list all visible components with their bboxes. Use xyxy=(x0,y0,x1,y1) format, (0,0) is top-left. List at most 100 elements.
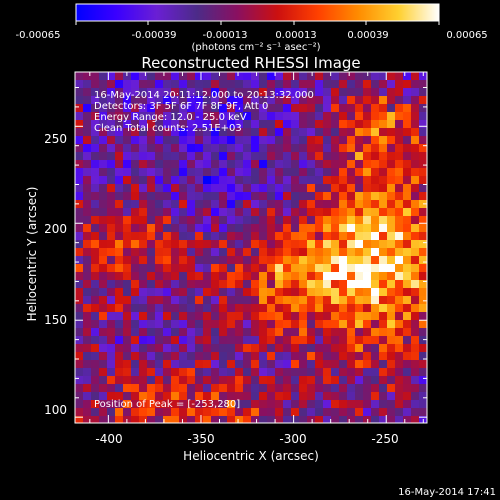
heatmap-cell xyxy=(307,112,316,121)
heatmap-cell xyxy=(171,184,180,193)
heatmap-cell xyxy=(379,120,388,129)
heatmap-cell xyxy=(187,336,196,345)
heatmap-cell xyxy=(155,176,164,185)
heatmap-cell xyxy=(251,184,260,193)
heatmap-cell xyxy=(291,296,300,305)
heatmap-cell xyxy=(387,368,396,377)
heatmap-cell xyxy=(323,192,332,201)
heatmap-cell xyxy=(187,200,196,209)
heatmap-cell xyxy=(331,200,340,209)
heatmap-cell xyxy=(211,232,220,241)
heatmap-cell xyxy=(363,96,372,105)
heatmap-cell xyxy=(411,192,420,201)
colorbar-tick-label-3: 0.00013 xyxy=(275,30,316,41)
heatmap-cell xyxy=(259,248,268,257)
heatmap-cell xyxy=(91,264,100,273)
heatmap-cell xyxy=(259,384,268,393)
heatmap-cell xyxy=(107,216,116,225)
heatmap-cell xyxy=(219,304,228,313)
heatmap-cell xyxy=(291,136,300,145)
heatmap-cell xyxy=(75,344,84,353)
heatmap-cell xyxy=(331,400,340,409)
heatmap-cell xyxy=(419,128,427,137)
heatmap-cell xyxy=(251,336,260,345)
heatmap-cell xyxy=(179,416,188,423)
heatmap-cell xyxy=(227,272,236,281)
heatmap-cell xyxy=(307,136,316,145)
heatmap-cell xyxy=(339,264,348,273)
heatmap-cell xyxy=(251,280,260,289)
heatmap-cell xyxy=(235,296,244,305)
heatmap-cell xyxy=(139,208,148,217)
heatmap-cell xyxy=(75,320,84,329)
heatmap-cell xyxy=(235,360,244,369)
heatmap-cell xyxy=(163,248,172,257)
heatmap-cell xyxy=(347,264,356,273)
heatmap-cell xyxy=(387,256,396,265)
heatmap-cell xyxy=(387,232,396,241)
heatmap-cell xyxy=(187,72,196,81)
heatmap-cell xyxy=(403,360,412,369)
heatmap-cell xyxy=(179,136,188,145)
heatmap-cell xyxy=(259,136,268,145)
heatmap-cell xyxy=(371,280,380,289)
heatmap-cell xyxy=(419,160,427,169)
heatmap-cell xyxy=(187,128,196,137)
heatmap-cell xyxy=(347,80,356,89)
heatmap-cell xyxy=(115,320,124,329)
heatmap-cell xyxy=(419,344,427,353)
heatmap-cell xyxy=(387,352,396,361)
heatmap-cell xyxy=(147,408,156,417)
heatmap-cell xyxy=(387,72,396,81)
heatmap-cell xyxy=(291,192,300,201)
heatmap-cell xyxy=(243,144,252,153)
heatmap-cell xyxy=(123,112,132,121)
heatmap-cell xyxy=(403,312,412,321)
heatmap-cell xyxy=(331,272,340,281)
heatmap-cell xyxy=(355,216,364,225)
heatmap-cell xyxy=(195,248,204,257)
heatmap-cell xyxy=(275,312,284,321)
heatmap-cell xyxy=(339,72,348,81)
heatmap-cell xyxy=(131,280,140,289)
heatmap-cell xyxy=(403,232,412,241)
heatmap-cell xyxy=(267,128,276,137)
heatmap-cell xyxy=(379,192,388,201)
heatmap-cell xyxy=(227,336,236,345)
heatmap-cell xyxy=(147,240,156,249)
heatmap-cell xyxy=(155,160,164,169)
heatmap-cell xyxy=(115,88,124,97)
heatmap-cell xyxy=(259,160,268,169)
heatmap-cell xyxy=(347,128,356,137)
heatmap-cell xyxy=(227,128,236,137)
heatmap-cell xyxy=(347,400,356,409)
heatmap-cell xyxy=(171,352,180,361)
heatmap-cell xyxy=(411,152,420,161)
heatmap-cell xyxy=(219,96,228,105)
heatmap-cell xyxy=(147,168,156,177)
heatmap-cell xyxy=(211,336,220,345)
heatmap-cell xyxy=(363,184,372,193)
heatmap-cell xyxy=(123,328,132,337)
heatmap-cell xyxy=(139,112,148,121)
heatmap-cell xyxy=(347,408,356,417)
heatmap-cell xyxy=(99,328,108,337)
heatmap-cell xyxy=(227,72,236,81)
heatmap-cell xyxy=(75,152,84,161)
heatmap-cell xyxy=(379,232,388,241)
heatmap-cell xyxy=(251,176,260,185)
heatmap-cell xyxy=(107,240,116,249)
heatmap-cell xyxy=(419,104,427,113)
heatmap-cell xyxy=(259,232,268,241)
x-axis-label: Heliocentric X (arcsec) xyxy=(183,449,319,463)
heatmap-cell xyxy=(307,408,316,417)
heatmap-cell xyxy=(363,200,372,209)
heatmap-cell xyxy=(403,248,412,257)
heatmap-cell xyxy=(91,296,100,305)
heatmap-cell xyxy=(259,360,268,369)
heatmap-cell xyxy=(99,184,108,193)
heatmap-cell xyxy=(219,80,228,89)
heatmap-cell xyxy=(379,304,388,313)
heatmap-cell xyxy=(419,168,427,177)
heatmap-cell xyxy=(403,168,412,177)
